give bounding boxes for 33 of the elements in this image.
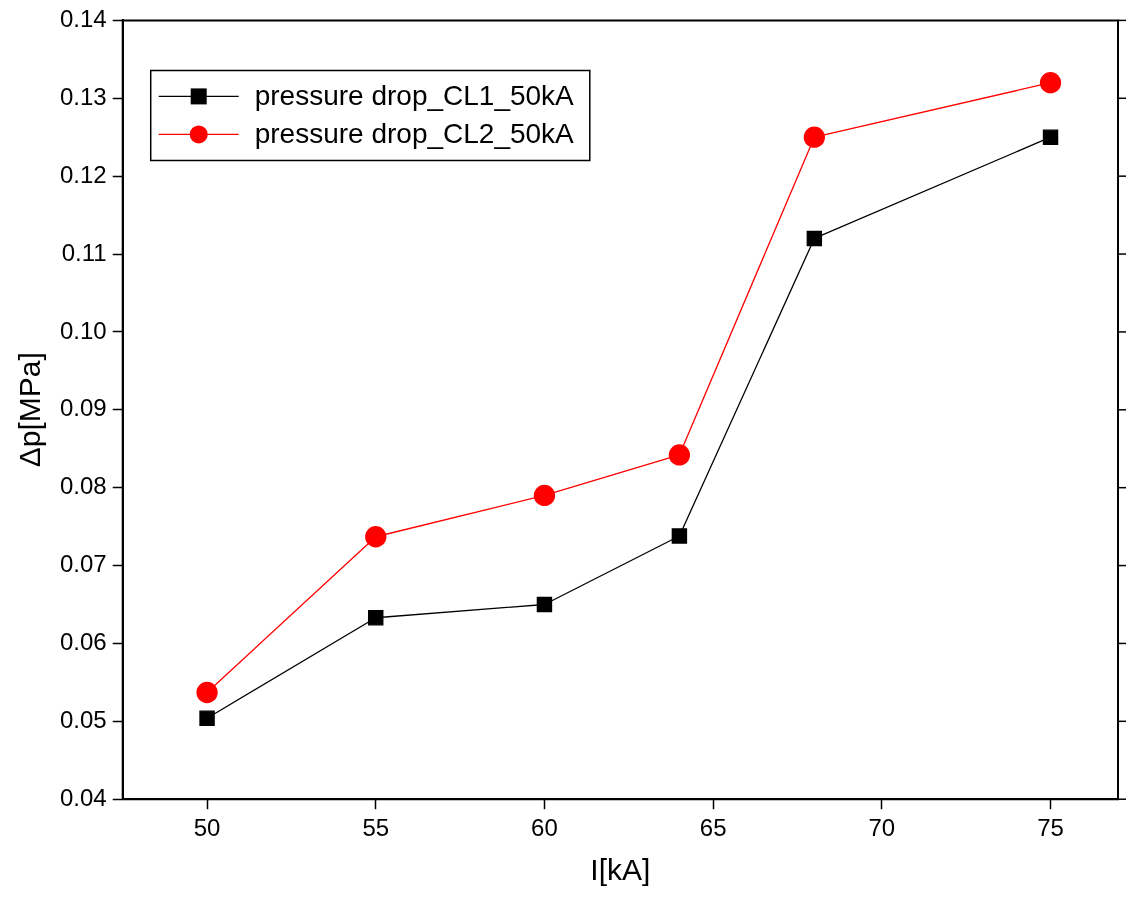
legend-label: pressure drop_CL1_50kA — [254, 80, 575, 112]
x-tick-label: 50 — [193, 814, 221, 842]
point — [671, 528, 688, 544]
point — [199, 710, 215, 726]
y-tick-label: 0.08 — [59, 472, 107, 500]
y-tick-label: 0.11 — [61, 238, 107, 266]
point — [668, 444, 691, 466]
point — [803, 126, 825, 148]
y-tick-label: 0.14 — [59, 5, 107, 33]
y-tick-label: 0.09 — [59, 394, 107, 422]
point — [196, 681, 218, 704]
point — [533, 484, 556, 507]
y-axis-title: Δp[MPa] — [13, 352, 47, 468]
point — [806, 230, 823, 247]
point — [365, 526, 387, 548]
y-tick-label: 0.05 — [59, 705, 107, 733]
point — [1042, 129, 1059, 145]
point — [1039, 72, 1062, 94]
y-tick-label: 0.13 — [59, 82, 107, 110]
x-tick-label: 65 — [699, 814, 727, 842]
x-tick-label: 70 — [868, 814, 896, 842]
legend-label: pressure drop_CL2_50kA — [254, 118, 575, 150]
x-tick-label: 75 — [1037, 814, 1064, 842]
x-tick-label: 55 — [362, 814, 390, 842]
point — [536, 596, 553, 613]
x-tick-label: 60 — [531, 814, 558, 842]
y-tick-label: 0.06 — [59, 628, 107, 656]
point — [368, 610, 384, 626]
y-tick-label: 0.04 — [59, 783, 107, 811]
y-tick-label: 0.12 — [59, 160, 107, 188]
y-tick-label: 0.10 — [59, 316, 107, 344]
x-axis-title: I[kA] — [590, 853, 651, 887]
y-tick-label: 0.07 — [59, 550, 107, 578]
